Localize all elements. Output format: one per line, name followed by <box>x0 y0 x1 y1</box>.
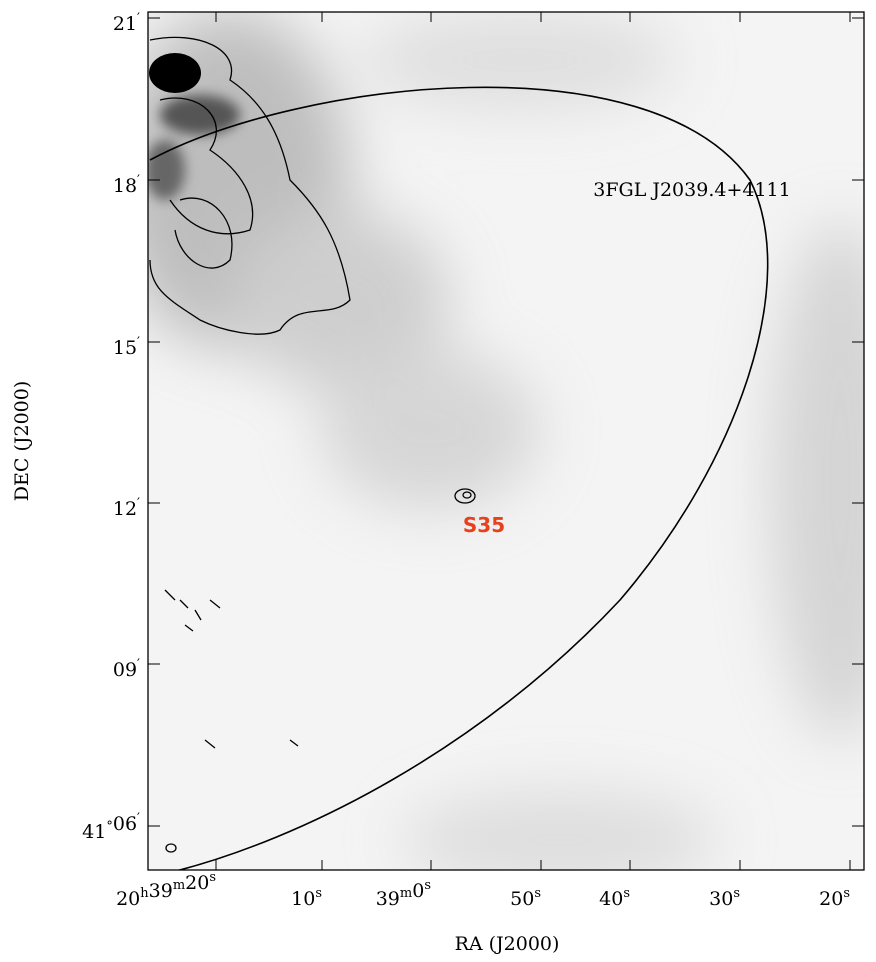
tick-label-number: 18 <box>113 175 137 197</box>
tick-label-unit: ′ <box>137 811 140 826</box>
frame <box>147 11 865 871</box>
tick-label-unit: s <box>733 886 740 901</box>
tick-label-unit: ′ <box>137 496 140 511</box>
tick-label: 18′ <box>113 173 140 197</box>
tick-label-unit: s <box>843 886 850 901</box>
tick-label-number: 15 <box>113 337 137 359</box>
tick-label-unit: s <box>424 878 431 893</box>
x-axis-label: RA (J2000) <box>455 933 560 955</box>
tick-label-unit: s <box>315 886 322 901</box>
tick-label-number: 30 <box>709 888 733 910</box>
tick-label-number: 20 <box>185 872 209 894</box>
tick-label-unit: s <box>534 886 541 901</box>
tick-label: 40s <box>599 886 630 910</box>
tick-label-number: 41 <box>82 821 106 843</box>
tick-label: 09′ <box>113 657 140 681</box>
tick-label-number: 06 <box>113 813 137 835</box>
tick-label-number: 20 <box>819 888 843 910</box>
marker-label: S35 <box>463 513 505 537</box>
tick-label-unit: ′ <box>137 173 140 188</box>
tick-label-unit: ° <box>106 819 113 834</box>
tick-label: 41°06′ <box>82 811 140 843</box>
tick-label-number: 39 <box>376 888 400 910</box>
tick-label-number: 40 <box>599 888 623 910</box>
tick-label-number: 10 <box>291 888 315 910</box>
tick-label-unit: s <box>209 870 216 885</box>
ticks <box>148 12 864 870</box>
tick-label: 30s <box>709 886 740 910</box>
tick-label-number: 0 <box>412 880 424 902</box>
tick-label-unit: m <box>173 878 185 893</box>
tick-label-unit: s <box>623 886 630 901</box>
tick-label: 50s <box>510 886 541 910</box>
image <box>148 12 864 870</box>
tick-label-unit: ′ <box>137 657 140 672</box>
tick-label: 12′ <box>113 496 140 520</box>
tick-label: 21′ <box>113 11 140 35</box>
tick-label-number: 50 <box>510 888 534 910</box>
tick-label-unit: ′ <box>137 335 140 350</box>
tick-label-number: 12 <box>113 498 137 520</box>
tick-label-number: 09 <box>113 659 137 681</box>
tick-label-unit: m <box>400 886 412 901</box>
tick-label-number: 39 <box>149 880 173 902</box>
tick-label: 20h39m20s <box>116 870 216 910</box>
tick-label: 20s <box>819 886 850 910</box>
y-axis-label: DEC (J2000) <box>11 381 33 501</box>
tick-label-unit: ′ <box>137 11 140 26</box>
tick-label-unit: h <box>140 886 149 901</box>
tick-label-number: 21 <box>113 13 137 35</box>
source-label: 3FGL J2039.4+4111 <box>593 179 790 201</box>
error-ellipse <box>149 86 769 870</box>
tick-label-number: 20 <box>116 888 140 910</box>
tick-label: 39m0s <box>376 878 431 910</box>
tick-label: 10s <box>291 886 322 910</box>
tick-label: 15′ <box>113 335 140 359</box>
